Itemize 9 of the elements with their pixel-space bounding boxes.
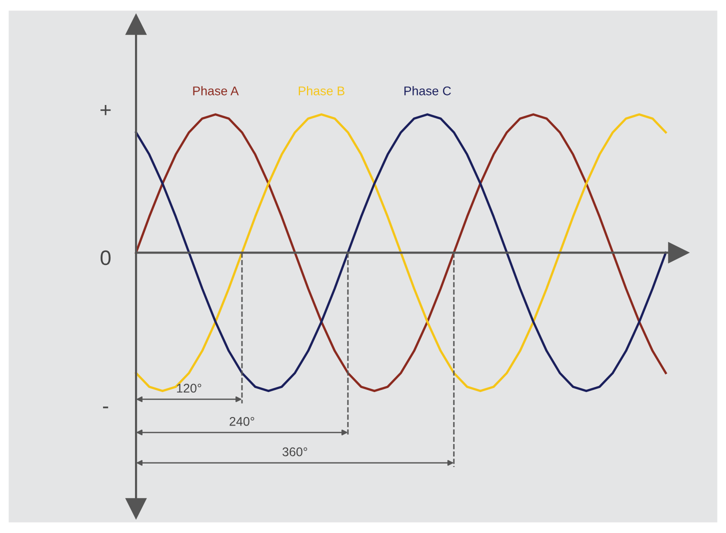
series-label: Phase B — [298, 86, 344, 96]
annotation: 120° — [177, 384, 202, 393]
text: 360° — [282, 447, 308, 456]
text: - — [103, 406, 108, 408]
text: + — [100, 104, 111, 116]
series-label: Phase A — [193, 86, 239, 96]
text: 0 — [100, 250, 111, 266]
series-label: Phase C — [404, 86, 451, 96]
text: 240° — [230, 416, 254, 426]
